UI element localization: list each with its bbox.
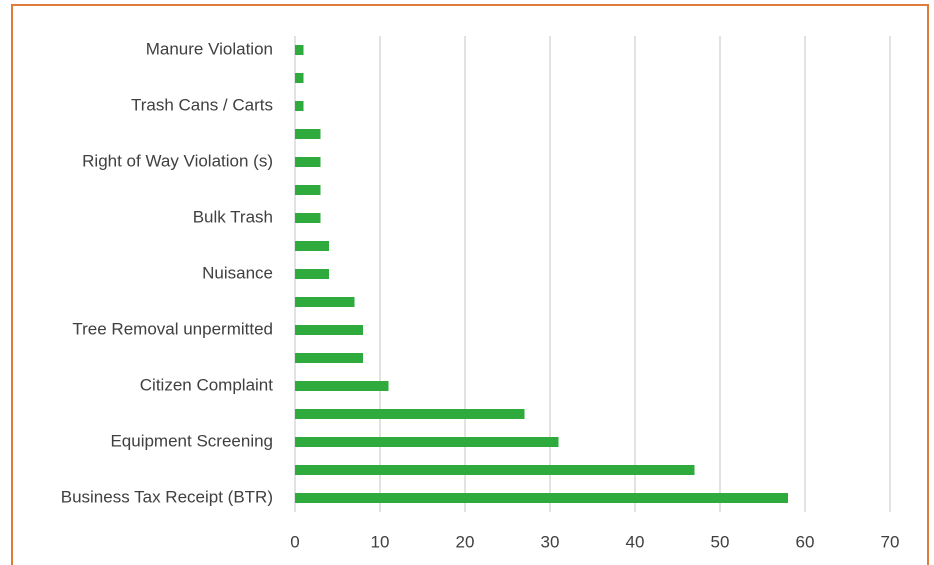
y-tick-label: Equipment Screening [110,431,273,450]
y-tick-label: Business Tax Receipt (BTR) [61,487,273,506]
bar [295,437,559,447]
bar [295,493,788,503]
bar [295,325,363,335]
x-tick-label: 50 [711,532,730,551]
x-tick-label: 40 [626,532,645,551]
x-tick-label: 60 [796,532,815,551]
y-tick-label: Citizen Complaint [140,375,273,394]
bar [295,45,304,55]
x-tick-label: 0 [290,532,299,551]
bar [295,157,321,167]
y-tick-label: Nuisance [202,263,273,282]
y-tick-label: Bulk Trash [193,207,273,226]
bar [295,101,304,111]
bar [295,241,329,251]
bar [295,185,321,195]
y-tick-label: Right of Way Violation (s) [82,151,273,170]
x-tick-label: 10 [371,532,390,551]
bar [295,381,389,391]
bar [295,213,321,223]
y-tick-label: Tree Removal unpermitted [72,319,273,338]
bar [295,269,329,279]
bar [295,129,321,139]
x-tick-label: 20 [456,532,475,551]
bar [295,297,355,307]
bar [295,409,525,419]
bar [295,465,695,475]
chart-frame [11,4,929,565]
x-tick-label: 70 [881,532,900,551]
y-tick-label: Manure Violation [146,39,273,58]
y-tick-label: Trash Cans / Carts [131,95,273,114]
x-tick-label: 30 [541,532,560,551]
bar [295,73,304,83]
bar [295,353,363,363]
